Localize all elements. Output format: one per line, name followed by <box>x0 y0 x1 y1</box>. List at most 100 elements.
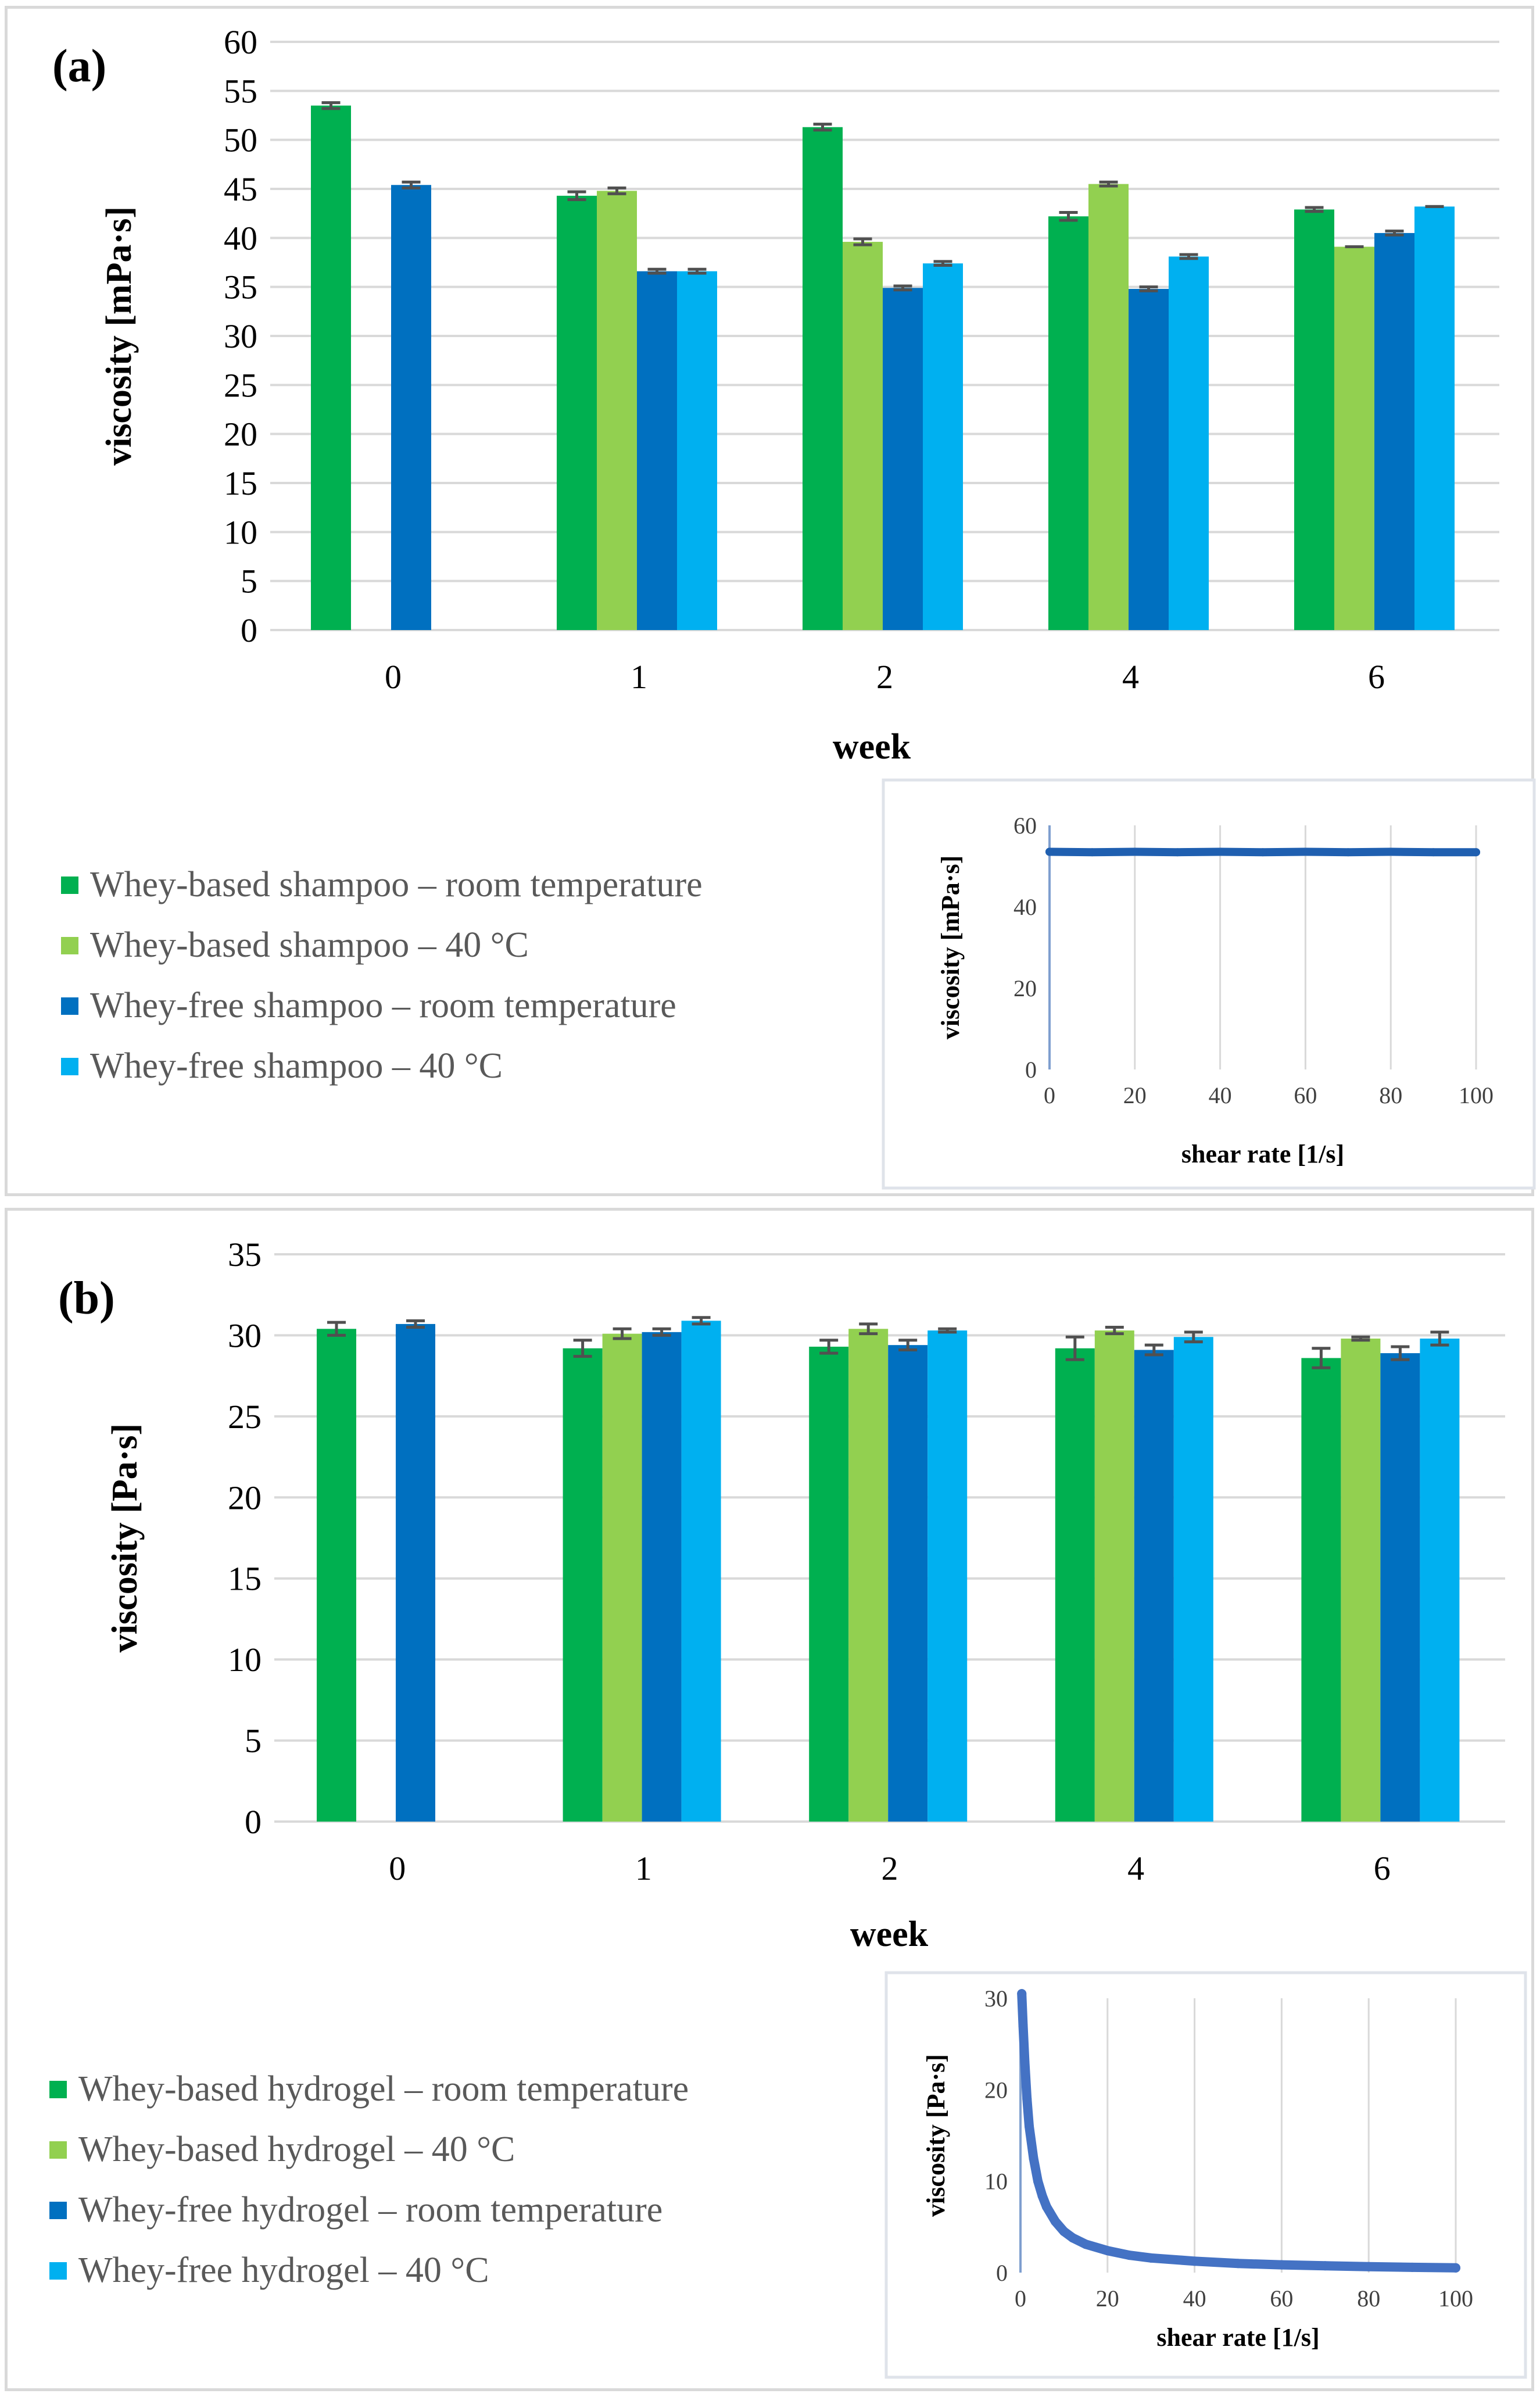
inset-x-tick-label: 40 <box>1183 2285 1206 2312</box>
inset-x-tick-label: 80 <box>1357 2285 1380 2312</box>
inset-b-frame <box>884 1971 1527 2379</box>
bar <box>1134 1350 1174 1822</box>
x-tick-label: 1 <box>631 658 647 696</box>
inset-y-tick-label: 20 <box>984 2077 1008 2103</box>
inset-data-point <box>1451 2263 1460 2273</box>
inset-data-point <box>1037 2191 1047 2201</box>
y-tick-label: 20 <box>224 416 257 453</box>
inset-data-point <box>1068 2233 1077 2243</box>
inset-data-point <box>1088 848 1097 857</box>
inset-data-point <box>1045 847 1054 856</box>
inset-data-point <box>1320 2261 1330 2271</box>
x-tick-label: 6 <box>1374 1849 1391 1887</box>
legend-swatch <box>49 2202 67 2219</box>
bar <box>803 127 843 631</box>
bar <box>1334 246 1374 631</box>
inset-data-point <box>1277 2260 1287 2270</box>
bar <box>843 242 883 631</box>
y-tick-label: 40 <box>224 219 257 257</box>
inset-data-point <box>1387 847 1395 856</box>
bar <box>677 271 717 630</box>
bar <box>1414 206 1455 630</box>
y-axis-title: viscosity [Pa·s] <box>105 1423 145 1652</box>
y-tick-label: 20 <box>228 1479 262 1516</box>
legend-swatch <box>49 2141 67 2159</box>
y-tick-label: 15 <box>224 464 257 502</box>
bar <box>317 1329 356 1822</box>
inset-data-point <box>1130 847 1139 856</box>
inset-data-point <box>1301 847 1310 856</box>
bar <box>311 105 351 631</box>
y-tick-label: 10 <box>224 513 257 551</box>
legend-label: Whey-based hydrogel – 40 °C <box>78 2130 515 2169</box>
y-tick-label: 35 <box>224 269 257 306</box>
legend-label: Whey-free shampoo – 40 °C <box>90 1046 503 1086</box>
bar <box>681 1321 721 1822</box>
inset-data-point <box>1041 2202 1051 2212</box>
inset-y-tick-label: 10 <box>984 2169 1008 2195</box>
y-tick-label: 0 <box>241 611 257 649</box>
inset-data-point <box>1029 2153 1038 2163</box>
bar <box>923 263 963 631</box>
legend-label: Whey-free hydrogel – 40 °C <box>78 2251 489 2290</box>
x-tick-label: 0 <box>385 658 402 696</box>
inset-data-point <box>1024 2121 1034 2131</box>
legend-swatch <box>49 2262 67 2280</box>
inset-data-point <box>1020 2058 1030 2067</box>
panel-b-chart: 0 5 10 15 20 25 30 35 0 1 2 4 6 week viscosity [Pa·s] W… <box>49 1236 1505 2290</box>
inset-data-point <box>1124 2251 1134 2260</box>
inset-data-point <box>1022 2094 1032 2104</box>
bar <box>1301 1358 1341 1822</box>
legend-swatch <box>49 2081 67 2098</box>
bar <box>1048 216 1088 630</box>
y-tick-label: 30 <box>224 317 257 355</box>
x-tick-label: 0 <box>389 1849 406 1887</box>
y-tick-label: 35 <box>228 1236 262 1273</box>
inset-data-point <box>1408 2262 1417 2272</box>
y-tick-label: 5 <box>241 563 257 600</box>
bar <box>809 1346 849 1822</box>
bar <box>597 191 637 631</box>
inset-data-point <box>1344 848 1352 857</box>
inset-y-tick-label: 60 <box>1013 813 1037 839</box>
inset-x-tick-label: 80 <box>1379 1082 1402 1108</box>
bar <box>888 1345 928 1822</box>
bar <box>848 1329 889 1822</box>
inset-x-axis-title: shear rate [1/s] <box>1181 1140 1344 1168</box>
inset-y-axis-title: viscosity [Pa·s] <box>922 2054 950 2217</box>
legend-swatch <box>61 1058 78 1075</box>
inset-x-tick-label: 60 <box>1294 1082 1317 1108</box>
panel-label-a: (a) <box>52 41 106 92</box>
bar <box>642 1332 682 1822</box>
y-tick-label: 15 <box>228 1560 262 1598</box>
bar <box>1173 1337 1213 1822</box>
y-tick-label: 5 <box>245 1722 262 1760</box>
inset-data-point <box>1364 2262 1374 2271</box>
inset-y-tick-label: 20 <box>1013 975 1037 1001</box>
legend-swatch <box>61 997 78 1015</box>
panel-a-chart: 0 5 10 15 20 25 30 35 40 45 50 55 60 0 1 2 4 6 week viscosi… <box>61 23 1499 1086</box>
y-tick-label: 55 <box>224 72 257 110</box>
bar <box>1055 1348 1095 1822</box>
inset-data-point <box>1233 2259 1243 2269</box>
y-tick-label: 45 <box>224 170 257 208</box>
bar <box>1294 209 1334 630</box>
x-tick-label: 1 <box>635 1849 652 1887</box>
inset-x-tick-label: 40 <box>1209 1082 1232 1108</box>
inset-data-point <box>1429 848 1438 857</box>
x-axis-title: week <box>833 727 911 767</box>
bar <box>1094 1330 1134 1822</box>
y-tick-label: 50 <box>224 121 257 159</box>
inset-y-tick-label: 40 <box>1013 894 1037 920</box>
bar <box>1380 1353 1420 1822</box>
inset-x-tick-label: 100 <box>1438 2285 1473 2312</box>
y-tick-label: 30 <box>228 1316 262 1354</box>
bar <box>1341 1339 1381 1822</box>
bar <box>1420 1339 1460 1822</box>
legend-label: Whey-based shampoo – room temperature <box>90 865 703 904</box>
inset-data-point <box>1216 847 1224 856</box>
panel-label-b: (b) <box>58 1273 115 1324</box>
bar <box>927 1330 968 1822</box>
inset-y-tick-label: 30 <box>984 1985 1008 2012</box>
inset-x-tick-label: 0 <box>1015 2285 1026 2312</box>
